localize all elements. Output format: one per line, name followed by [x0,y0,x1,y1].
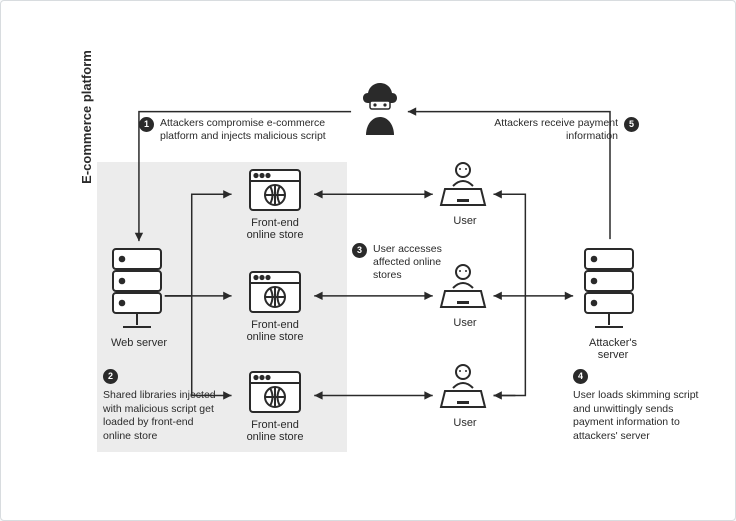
user-laptop-icon [435,159,491,211]
step-5: 5 Attackers receive payment information [479,117,639,143]
step-5-badge: 5 [624,117,639,132]
store2-node: Front-end online store [235,269,315,343]
step-2-text: Shared libraries injected with malicious… [103,389,218,444]
browser-globe-icon [247,269,303,315]
store3-label: Front-end online store [235,419,315,443]
server-icon [581,245,637,333]
step-2-badge-holder: 2 [103,369,119,384]
browser-globe-icon [247,369,303,415]
step-1-text: Attackers compromise e-commerce platform… [160,117,339,143]
step-4-badge: 4 [573,369,588,384]
step-5-text: Attackers receive payment information [479,117,618,143]
step-4-text: User loads skimming script and unwitting… [573,389,703,444]
store2-label: Front-end online store [235,319,315,343]
user1-node: User [435,159,495,227]
ecommerce-platform-label: E-commerce platform [79,17,94,217]
step-3: 3 User accesses affected online stores [352,243,472,282]
browser-globe-icon [247,167,303,213]
step-1-badge: 1 [139,117,154,132]
store1-label: Front-end online store [235,217,315,241]
user-laptop-icon [435,361,491,413]
user2-label: User [435,317,495,329]
webserver-node: Web server [109,245,169,349]
user1-label: User [435,215,495,227]
step-4-badge-holder: 4 [573,369,589,384]
attacker-icon [352,77,408,137]
step-2-badge: 2 [103,369,118,384]
attacker-server-node: Attacker's server [581,245,645,361]
server-icon [109,245,165,333]
attacker-node [352,77,408,137]
step-1: 1 Attackers compromise e-commerce platfo… [139,117,339,143]
webserver-label: Web server [109,337,169,349]
diagram-canvas: E-commerce platform [17,17,719,504]
diagram-frame: E-commerce platform [0,0,736,521]
label-text: E-commerce platform [79,50,94,184]
store1-node: Front-end online store [235,167,315,241]
user3-label: User [435,417,495,429]
store3-node: Front-end online store [235,369,315,443]
user3-node: User [435,361,495,429]
step-3-text: User accesses affected online stores [373,243,472,282]
step-3-badge: 3 [352,243,367,258]
attacker-server-label: Attacker's server [581,337,645,361]
